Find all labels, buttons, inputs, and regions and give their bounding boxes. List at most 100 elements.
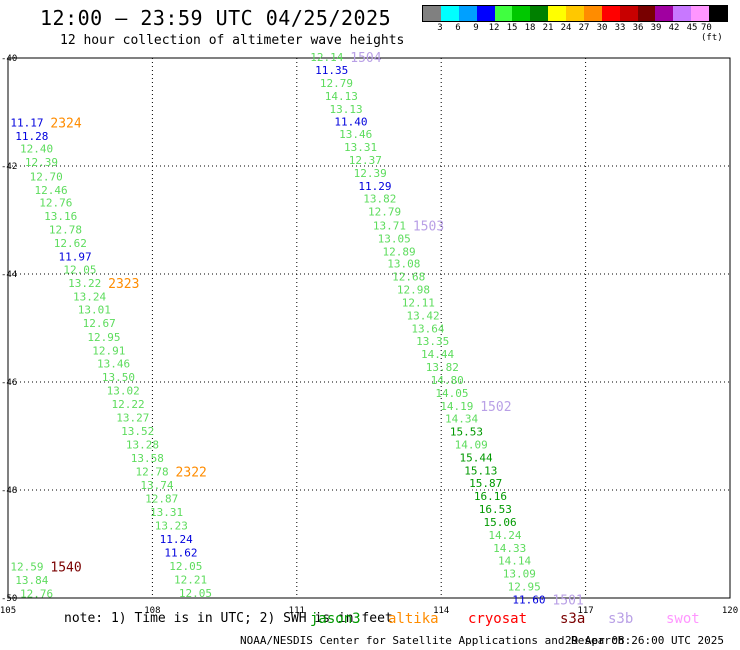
wave-height-value: 11.35: [315, 64, 348, 77]
color-scale-label: 9: [473, 23, 479, 33]
wave-height-value: 12.05: [169, 560, 202, 573]
color-scale-swatch: [530, 6, 549, 21]
wave-height-value: 14.24: [488, 529, 521, 542]
latitude-label: -42: [1, 162, 17, 172]
track-1502: 14.1914.3415.5314.0915.4415.1315.8716.16…: [440, 400, 541, 594]
orbit-pass-label: 2322: [176, 466, 207, 481]
wave-height-value: 12.59: [10, 561, 43, 574]
track-2322: 12.7813.7412.8713.3113.2311.2411.6212.05…: [136, 466, 212, 601]
wave-height-value: 15.06: [484, 516, 517, 529]
wave-height-value: 14.80: [431, 374, 464, 387]
color-scale-label: 30: [596, 23, 608, 33]
footer-timestamp: 29 Apr 08:26:00 UTC 2025: [565, 634, 724, 647]
wave-height-value: 12.21: [174, 574, 207, 587]
color-scale-label: 6: [455, 23, 461, 33]
wave-height-value: 13.13: [330, 103, 363, 116]
legend-s3b: s3b: [608, 611, 634, 627]
wave-height-value: 13.22: [68, 277, 101, 290]
latitude-label: -48: [1, 486, 17, 496]
wave-height-value: 13.82: [363, 192, 396, 205]
color-scale-label: 18: [524, 23, 536, 33]
color-scale-label: 24: [560, 23, 572, 33]
color-scale-swatch: [601, 6, 620, 21]
color-scale-label: 33: [614, 23, 626, 33]
wave-height-value: 12.95: [87, 331, 120, 344]
wave-height-value: 11.29: [358, 180, 391, 193]
wave-height-value: 14.34: [445, 413, 478, 426]
wave-height-value: 12.89: [382, 245, 415, 258]
wave-height-value: 11.28: [15, 130, 48, 143]
color-scale-label: 21: [542, 23, 554, 33]
wave-height-value: 11.40: [334, 116, 367, 129]
latitude-label: -50: [1, 594, 17, 604]
wave-height-value: 12.05: [179, 587, 212, 600]
map-title: 12:00 — 23:59 UTC 04/25/2025: [40, 6, 392, 30]
color-scale-swatch: [476, 6, 495, 21]
wave-height-value: 14.33: [493, 542, 526, 555]
wave-height-value: 13.64: [411, 323, 444, 336]
wave-height-value: 11.62: [164, 547, 197, 560]
color-scale-labels: 3 6 9 12 15 18 21 24 27 30 33 36 39 42 45 70 (ft): [422, 23, 728, 43]
wave-height-value: 13.01: [78, 304, 111, 317]
wave-height-value: 11.97: [59, 251, 92, 264]
wave-height-value: 13.31: [150, 506, 183, 519]
map-subtitle: 12 hour collection of altimeter wave hei…: [60, 33, 405, 48]
wave-height-value: 12.39: [354, 167, 387, 180]
wave-height-value: 12.46: [34, 184, 67, 197]
wave-height-value: 15.53: [450, 426, 483, 439]
orbit-pass-label: 1501: [552, 594, 583, 609]
wave-height-value: 13.08: [387, 258, 420, 271]
orbit-pass-label: 1502: [480, 400, 511, 415]
latitude-label: -40: [1, 54, 17, 64]
color-scale-swatch: [691, 6, 709, 21]
wave-height-value: 12.91: [92, 345, 125, 358]
wave-height-value: 14.19: [440, 400, 473, 413]
color-scale-swatch: [655, 6, 674, 21]
note-text: note: 1) Time is in UTC; 2) SWH is in fe…: [64, 611, 393, 626]
wave-height-value: 13.09: [503, 568, 536, 581]
orbit-pass-label: 1504: [350, 51, 381, 66]
color-scale-swatch: [548, 6, 566, 21]
color-scale-label: 15: [506, 23, 518, 33]
color-scale-swatch: [512, 6, 531, 21]
wave-height-value: 12.98: [397, 284, 430, 297]
wave-height-value: 11.60: [512, 594, 545, 607]
map-axis-labels: 105 108 111 114 117 120 -40 -42 -44 -46 -48 -50: [0, 54, 738, 616]
wave-height-value: 12.87: [145, 493, 178, 506]
color-scale-label: 42: [668, 23, 680, 33]
wave-height-value: 15.87: [469, 477, 502, 490]
wave-height-value: 12.22: [111, 398, 144, 411]
wave-height-value: 13.46: [97, 358, 130, 371]
wave-height-value: 13.23: [155, 520, 188, 533]
wave-height-value: 12.78: [49, 224, 82, 237]
color-scale-label: 45: [686, 23, 698, 33]
wave-height-value: 13.74: [140, 479, 173, 492]
wave-height-value: 13.42: [407, 310, 440, 323]
color-scale-label: 27: [578, 23, 590, 33]
longitude-label: 114: [433, 606, 449, 616]
wave-height-value: 12.95: [508, 581, 541, 594]
color-scale-label: 12: [488, 23, 500, 33]
wave-height-value: 13.35: [416, 335, 449, 348]
wave-height-value: 12.11: [402, 297, 435, 310]
wave-height-value: 15.44: [459, 452, 492, 465]
color-scale-swatch: [566, 6, 584, 21]
color-scale-swatch: [440, 6, 459, 21]
wave-height-value: 12.67: [83, 317, 116, 330]
wave-height-value: 13.24: [73, 291, 106, 304]
wave-height-value: 12.14: [310, 51, 343, 64]
color-scale-swatch: [423, 6, 441, 21]
color-scale-swatch: [494, 6, 513, 21]
color-scale-swatch: [458, 6, 477, 21]
wave-height-value: 13.58: [131, 452, 164, 465]
wave-height-value: 12.78: [136, 466, 169, 479]
wave-height-value: 12.70: [30, 170, 63, 183]
orbit-pass-label: 2323: [108, 277, 139, 292]
wave-height-value: 13.52: [121, 425, 154, 438]
wave-height-value: 13.27: [116, 412, 149, 425]
wave-height-value: 13.31: [344, 141, 377, 154]
satellite-tracks: 11.1711.2812.4012.3912.7012.4612.7613.16…: [10, 51, 583, 609]
color-scale-label: 39: [650, 23, 662, 33]
